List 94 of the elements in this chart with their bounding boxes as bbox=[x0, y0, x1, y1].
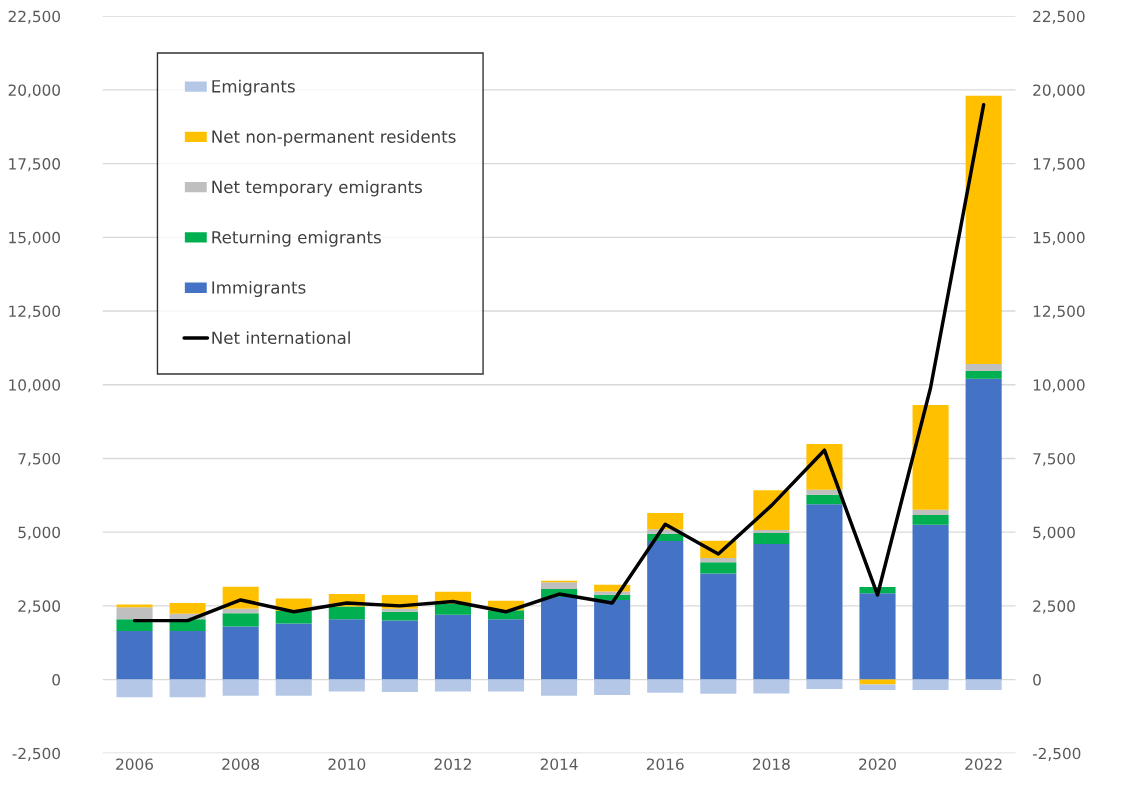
y2-tick-label: 20,000 bbox=[1033, 84, 1085, 98]
bar bbox=[594, 679, 631, 695]
legend-label: Net temporary emigrants bbox=[212, 180, 422, 197]
bar bbox=[753, 543, 790, 680]
y-tick-label: 12,500 bbox=[9, 305, 61, 319]
bar bbox=[275, 679, 312, 696]
bar bbox=[222, 679, 259, 696]
bar bbox=[700, 558, 737, 563]
bar bbox=[328, 619, 365, 680]
bar bbox=[116, 630, 153, 680]
x-tick-label: 2006 bbox=[116, 758, 154, 770]
bar bbox=[806, 679, 843, 690]
bar bbox=[541, 582, 578, 590]
bar bbox=[328, 606, 365, 620]
y2-tick-label: 0 bbox=[1033, 674, 1041, 686]
y2-tick-label: 5,000 bbox=[1033, 526, 1075, 540]
bar bbox=[169, 630, 206, 680]
x-tick-label: 2010 bbox=[328, 758, 366, 770]
bar bbox=[753, 530, 790, 534]
bar bbox=[700, 562, 737, 574]
bar bbox=[806, 504, 843, 680]
bar bbox=[700, 573, 737, 680]
bar bbox=[700, 679, 737, 694]
x-tick-label: 2018 bbox=[753, 758, 790, 770]
legend-label: Net international bbox=[212, 331, 350, 345]
bar bbox=[434, 614, 471, 680]
bar bbox=[912, 515, 949, 525]
bar bbox=[965, 364, 1002, 371]
bar bbox=[116, 607, 153, 620]
y-tick-label: 10,000 bbox=[9, 379, 61, 393]
bar bbox=[912, 679, 949, 690]
bar bbox=[328, 679, 365, 692]
bar bbox=[116, 679, 153, 698]
bar bbox=[434, 679, 471, 692]
y-tick-label: 15,000 bbox=[9, 231, 61, 245]
y2-tick-label: 7,500 bbox=[1033, 452, 1075, 467]
bar bbox=[116, 604, 153, 608]
bar bbox=[487, 679, 525, 692]
y-tick-label: -2,500 bbox=[12, 747, 61, 761]
bar bbox=[965, 679, 1002, 690]
y-tick-label: 2,500 bbox=[18, 600, 61, 614]
bar bbox=[381, 679, 418, 692]
bar bbox=[169, 679, 206, 698]
bar bbox=[647, 541, 684, 680]
legend-label: Emigrants bbox=[212, 79, 295, 96]
x-tick-label: 2022 bbox=[965, 758, 1002, 770]
x-tick-label: 2014 bbox=[540, 758, 578, 770]
bar bbox=[859, 679, 896, 685]
x-tick-label: 2008 bbox=[222, 758, 260, 770]
x-tick-label: 2020 bbox=[859, 758, 896, 770]
y-tick-label: 22,500 bbox=[8, 10, 61, 24]
y2-tick-label: 22,500 bbox=[1033, 10, 1085, 24]
bar bbox=[222, 626, 259, 680]
bar bbox=[275, 623, 312, 680]
y-tick-label: 20,000 bbox=[8, 84, 61, 98]
x-tick-label: 2016 bbox=[646, 758, 684, 770]
bar bbox=[965, 95, 1002, 365]
y2-tick-label: 15,000 bbox=[1033, 231, 1085, 245]
y2-tick-label: 12,500 bbox=[1033, 305, 1085, 319]
bar bbox=[381, 611, 418, 621]
bar bbox=[912, 509, 949, 516]
y2-tick-label: -2,500 bbox=[1032, 747, 1081, 761]
line-series bbox=[132, 102, 986, 623]
legend-label: Returning emigrants bbox=[212, 230, 381, 247]
bar bbox=[222, 613, 259, 627]
bar bbox=[647, 679, 684, 693]
bar bbox=[169, 602, 206, 614]
bar bbox=[753, 533, 790, 544]
bar bbox=[275, 610, 312, 624]
bar bbox=[541, 597, 578, 680]
bar bbox=[381, 620, 418, 680]
bar bbox=[487, 619, 525, 680]
bar bbox=[381, 608, 418, 612]
legend-label: Net non-permanent residents bbox=[212, 130, 456, 147]
y-tick-label: 5,000 bbox=[18, 526, 61, 540]
y-tick-label: 7,500 bbox=[18, 452, 61, 467]
x-tick-label: 2012 bbox=[434, 758, 471, 770]
bar bbox=[753, 679, 790, 694]
bar bbox=[541, 679, 578, 696]
y2-tick-label: 17,500 bbox=[1033, 158, 1085, 172]
y-tick-label: 17,500 bbox=[9, 158, 61, 172]
bar bbox=[859, 593, 896, 680]
legend-label: Immigrants bbox=[212, 280, 306, 298]
bar bbox=[859, 684, 896, 690]
y2-tick-label: 10,000 bbox=[1033, 379, 1085, 393]
bar bbox=[912, 524, 949, 680]
y2-tick-label: 2,500 bbox=[1033, 600, 1075, 614]
bar bbox=[594, 599, 631, 680]
bar bbox=[806, 494, 843, 505]
bar bbox=[965, 370, 1002, 379]
y-tick-label: 0 bbox=[52, 674, 61, 686]
bar bbox=[912, 405, 949, 510]
bar bbox=[222, 608, 259, 614]
bar bbox=[965, 378, 1002, 680]
